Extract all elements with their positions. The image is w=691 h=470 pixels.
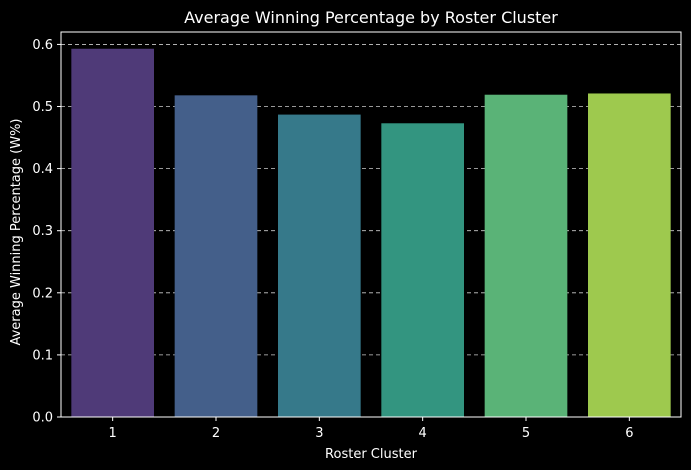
bar-cluster-5 bbox=[484, 94, 568, 417]
bar-cluster-1 bbox=[71, 48, 154, 418]
x-tick-label: 1 bbox=[109, 426, 117, 441]
bars bbox=[71, 48, 671, 418]
chart-title: Average Winning Percentage by Roster Clu… bbox=[184, 8, 558, 27]
x-axis-label: Roster Cluster bbox=[325, 447, 418, 462]
bar-cluster-2 bbox=[174, 95, 258, 417]
y-tick-label: 0.4 bbox=[32, 162, 53, 177]
y-tick-label: 0.0 bbox=[32, 411, 53, 426]
bar-cluster-3 bbox=[278, 114, 361, 417]
axes bbox=[60, 31, 682, 418]
bar-cluster-6 bbox=[588, 93, 671, 418]
x-tick-label: 4 bbox=[419, 426, 427, 441]
y-ticks: 0.0 0.1 0.2 0.3 0.4 0.5 0.6 bbox=[32, 38, 61, 426]
y-tick-label: 0.5 bbox=[32, 100, 53, 115]
bar-cluster-4 bbox=[381, 123, 464, 417]
x-tick-label: 2 bbox=[212, 426, 220, 441]
y-axis-label: Average Winning Percentage (W%) bbox=[9, 118, 24, 345]
x-ticks: 1 2 3 4 5 6 bbox=[109, 417, 633, 441]
x-tick-label: 3 bbox=[315, 426, 323, 441]
y-tick-label: 0.1 bbox=[32, 348, 53, 363]
grid-lines bbox=[61, 44, 681, 356]
plot-frame bbox=[60, 31, 682, 418]
y-tick-label: 0.6 bbox=[32, 38, 53, 53]
x-tick-label: 6 bbox=[625, 426, 633, 441]
y-tick-label: 0.3 bbox=[32, 224, 53, 239]
x-tick-label: 5 bbox=[522, 426, 530, 441]
y-tick-label: 0.2 bbox=[32, 286, 53, 301]
